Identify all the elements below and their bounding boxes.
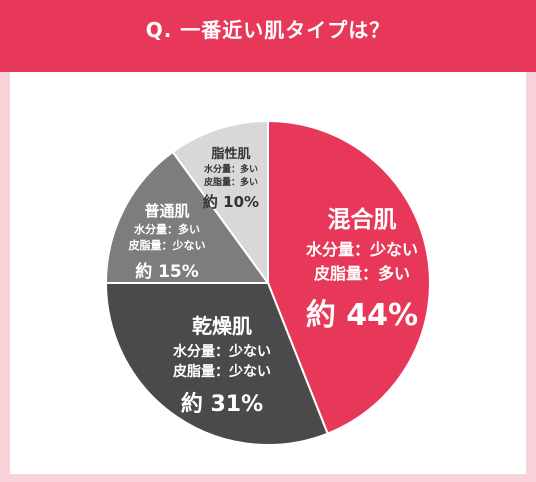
slice-line1-normal: 水分量：多い xyxy=(134,223,200,236)
slice-normal xyxy=(104,150,270,284)
slice-label-dry: 乾燥肌 水分量：少ない 皮脂量：少ない 約 31% xyxy=(162,310,282,418)
slice-name-normal: 普通肌 xyxy=(144,202,190,220)
slice-line1-oily: 水分量：多い xyxy=(203,165,258,175)
slice-percent-normal: 約 15% xyxy=(135,262,199,282)
slice-label-oily: 脂性肌 水分量：多い 皮脂量：多い 約 10% xyxy=(196,143,266,212)
title-banner: Q. 一番近い肌タイプは？ xyxy=(0,0,536,88)
chart-panel: 混合肌 水分量：少ない 皮脂量：多い 約 44% 乾燥肌 水分量：少ない 皮脂量… xyxy=(10,72,526,474)
slice-name-dry: 乾燥肌 xyxy=(192,314,252,338)
slice-line2-mixed: 皮脂量：多い xyxy=(313,264,410,283)
slice-name-mixed: 混合肌 xyxy=(327,207,397,233)
slice-oily xyxy=(171,119,269,287)
slice-percent-oily: 約 10% xyxy=(202,193,260,211)
slice-name-oily: 脂性肌 xyxy=(211,147,251,162)
slice-label-normal: 普通肌 水分量：多い 皮脂量：少ない 約 15% xyxy=(122,200,212,282)
slice-dry xyxy=(104,282,329,446)
slice-line2-oily: 皮脂量：多い xyxy=(203,178,258,188)
slice-percent-mixed: 約 44% xyxy=(305,298,419,333)
slice-line2-dry: 皮脂量：少ない xyxy=(173,364,271,380)
slice-percent-dry: 約 31% xyxy=(180,392,264,417)
question-title: Q. 一番近い肌タイプは？ xyxy=(145,18,391,42)
banner-shape xyxy=(0,0,536,88)
slice-line2-normal: 皮脂量：少ない xyxy=(128,239,206,252)
slice-label-mixed: 混合肌 水分量：少ない 皮脂量：多い 約 44% xyxy=(282,200,442,334)
pie-chart xyxy=(104,119,431,446)
slice-mixed xyxy=(267,119,431,435)
slice-line1-mixed: 水分量：少ない xyxy=(305,240,418,259)
slice-line1-dry: 水分量：少ない xyxy=(173,344,271,360)
